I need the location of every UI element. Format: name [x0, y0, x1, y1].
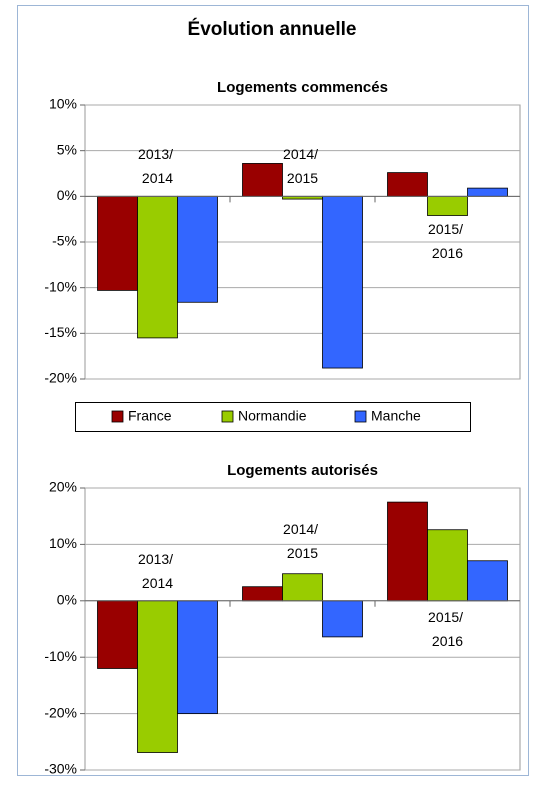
legend-swatch — [354, 410, 367, 423]
legend-swatch — [221, 410, 234, 423]
bar — [137, 600, 178, 753]
y-tick-label: -30% — [44, 761, 77, 777]
bar — [282, 573, 323, 602]
category-label: 2013/ 2014 — [138, 551, 177, 591]
category-label: 2015/ 2016 — [428, 609, 467, 649]
bar — [427, 195, 468, 216]
bar — [97, 195, 138, 291]
category-label: 2015/ 2016 — [428, 221, 467, 261]
bar — [322, 600, 363, 638]
legend-box — [75, 402, 471, 432]
chart-title: Logements autorisés — [227, 462, 378, 479]
y-tick-label: -10% — [44, 648, 77, 664]
bar — [467, 560, 508, 602]
bar — [137, 195, 178, 339]
category-label: 2013/ 2014 — [138, 146, 177, 186]
legend-label: France — [128, 408, 172, 424]
bar — [387, 501, 428, 602]
legend-label: Normandie — [238, 408, 307, 424]
page-title: Évolution annuelle — [188, 18, 357, 40]
bar — [97, 600, 138, 669]
bar — [427, 529, 468, 602]
bar — [467, 187, 508, 197]
bar — [242, 163, 283, 197]
y-tick-label: 5% — [57, 141, 77, 157]
bar — [387, 172, 428, 197]
chart-title: Logements commencés — [217, 79, 388, 96]
bar — [177, 600, 218, 714]
y-tick-label: -20% — [44, 704, 77, 720]
y-tick-label: 20% — [49, 479, 77, 495]
legend-swatch — [111, 410, 124, 423]
y-tick-label: -15% — [44, 324, 77, 340]
bar — [177, 195, 218, 303]
category-label: 2014/ 2015 — [283, 521, 322, 561]
y-tick-label: -20% — [44, 370, 77, 386]
y-tick-label: -5% — [52, 233, 77, 249]
category-label: 2014/ 2015 — [283, 146, 322, 186]
y-tick-label: -10% — [44, 278, 77, 294]
frame — [17, 5, 529, 776]
y-tick-label: 0% — [57, 592, 77, 608]
y-tick-label: 10% — [49, 535, 77, 551]
y-tick-label: 0% — [57, 187, 77, 203]
bar — [322, 195, 363, 369]
legend-label: Manche — [371, 408, 421, 424]
y-tick-label: 10% — [49, 96, 77, 112]
bar — [242, 586, 283, 602]
